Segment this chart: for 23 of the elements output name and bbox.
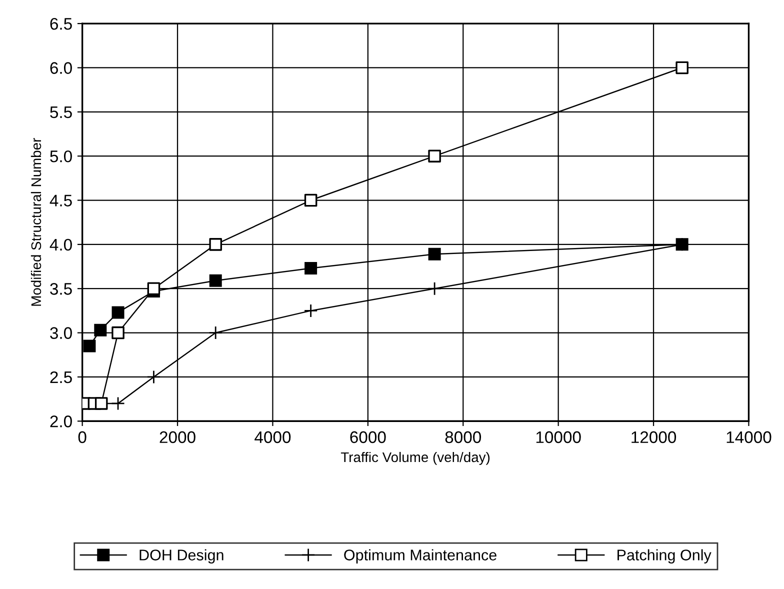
y-tick-label: 4.5 [50, 194, 72, 206]
y-tick-label: 5.5 [50, 106, 72, 118]
y-tick-label: 3.5 [50, 283, 72, 295]
y-tick-label: 4.0 [50, 238, 72, 251]
legend-label: Optimum Maintenance [344, 549, 496, 564]
y-tick-label: 3.0 [50, 327, 72, 339]
legend-label: Patching Only [618, 549, 712, 564]
y-axis-title: Modified Structural Number [30, 138, 42, 306]
x-tick-label: 12000 [632, 431, 676, 444]
x-tick-label: 0 [78, 431, 86, 444]
y-tick-label: 5.0 [50, 150, 72, 162]
x-tick-label: 14000 [726, 431, 772, 444]
x-tick-label: 4000 [254, 431, 291, 444]
y-tick-label: 2.0 [50, 416, 72, 428]
legend-label: DOH Design [140, 549, 224, 564]
y-tick-label: 6.0 [50, 62, 72, 74]
x-tick-label: 6000 [350, 431, 386, 444]
x-tick-label: 8000 [445, 431, 482, 444]
x-tick-label: 10000 [536, 431, 581, 444]
x-axis-title: Traffic Volume (veh/day) [340, 452, 490, 465]
x-tick-label: 2000 [160, 431, 196, 444]
y-tick-label: 6.5 [50, 18, 72, 30]
y-tick-label: 2.5 [50, 371, 72, 384]
